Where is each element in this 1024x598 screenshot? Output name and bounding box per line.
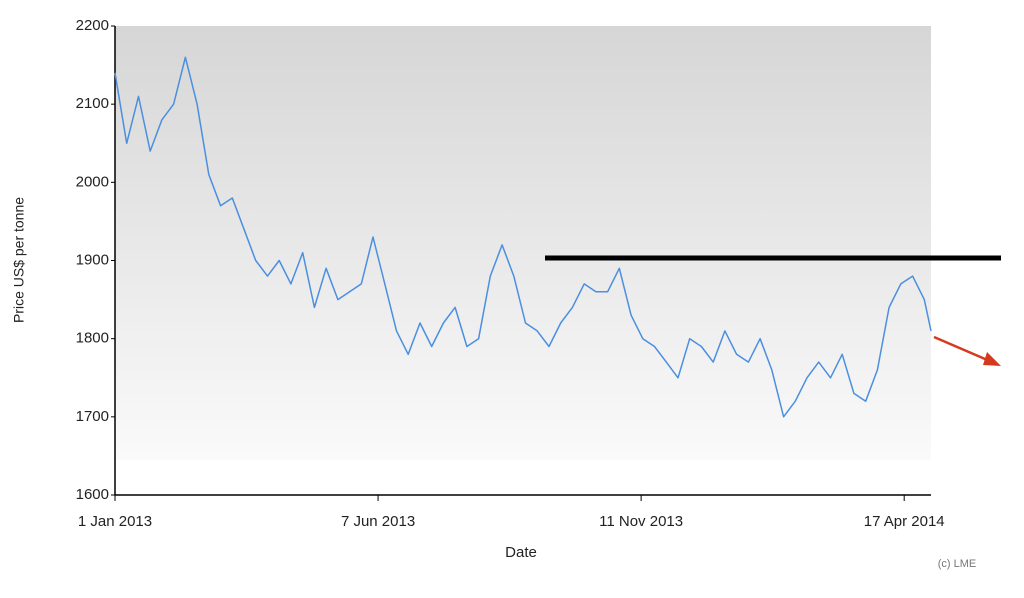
x-tick-label: 1 Jan 2013 <box>78 513 152 530</box>
y-tick-label: 1900 <box>76 251 109 268</box>
x-tick-label: 7 Jun 2013 <box>341 513 415 530</box>
y-tick-label: 2200 <box>76 17 109 34</box>
y-tick-label: 2100 <box>76 95 109 112</box>
y-tick-label: 2000 <box>76 173 109 190</box>
y-tick-label: 1800 <box>76 330 109 347</box>
y-tick-label: 1600 <box>76 486 109 503</box>
y-tick-label: 1700 <box>76 408 109 425</box>
credit: (c) LME <box>938 558 977 570</box>
x-tick-label: 17 Apr 2014 <box>864 513 945 530</box>
x-tick-label: 11 Nov 2013 <box>599 513 683 530</box>
trend-arrow-head <box>983 352 1001 366</box>
price-line <box>114 56 932 418</box>
x-axis-label: Date <box>505 544 537 561</box>
plot-background <box>115 26 931 460</box>
y-axis-label: Price US$ per tonne <box>11 197 27 323</box>
trend-arrow <box>933 335 993 364</box>
